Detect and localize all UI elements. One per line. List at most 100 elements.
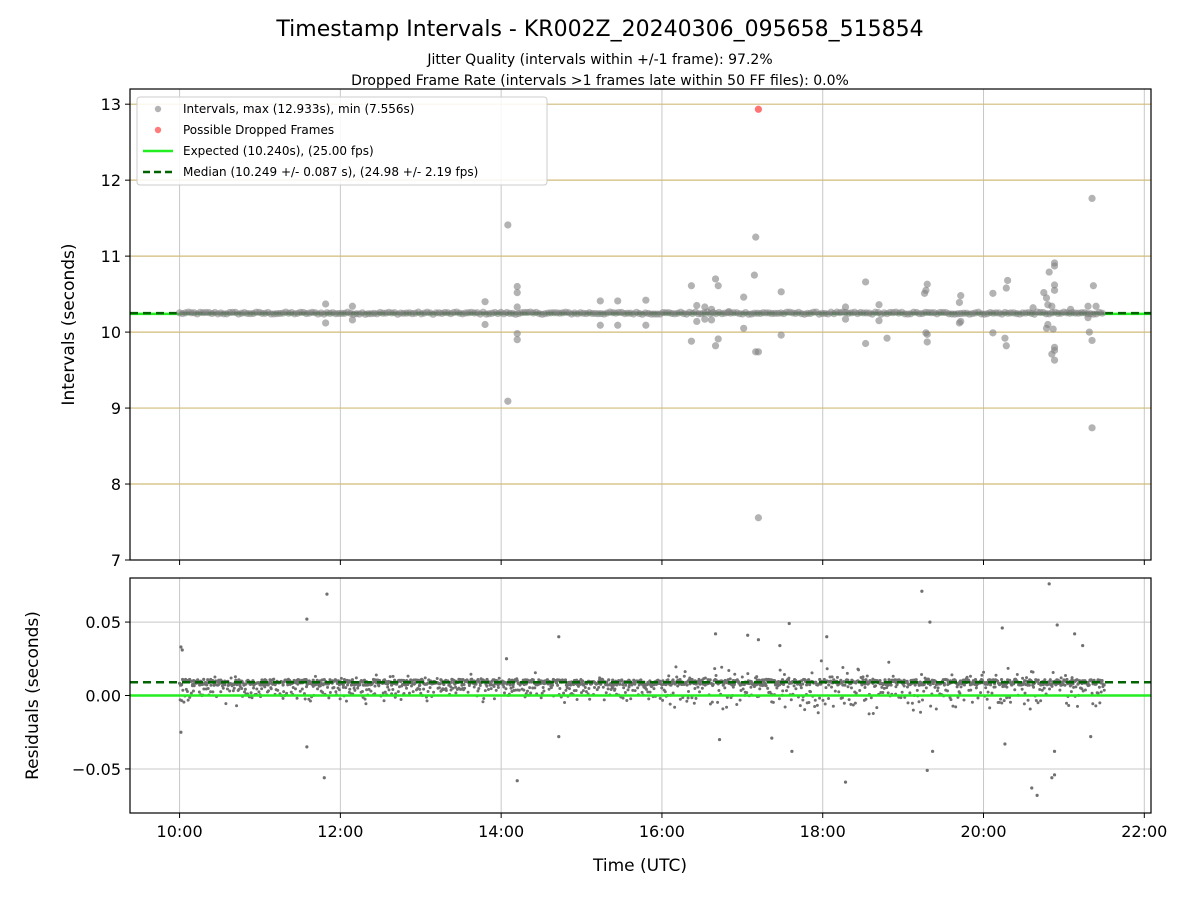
interval-outlier-point [504,221,512,229]
residual-point [426,689,430,693]
residual-point [1038,687,1042,691]
residual-point [216,680,220,684]
residual-point [671,691,675,695]
residual-point [369,689,373,693]
residual-point [311,684,315,688]
residuals-y-axis-label: Residuals (seconds) [23,611,43,780]
residual-point [529,691,533,695]
interval-outlier-point [714,335,722,343]
residual-point [488,683,492,687]
interval-outlier-point [701,303,709,311]
interval-outlier-point [1004,276,1012,285]
residual-point [232,686,236,690]
residual-outlier-point [305,745,309,749]
residual-point [936,686,940,690]
residual-point [286,683,290,687]
residual-outlier-point [770,736,774,740]
residual-point [1002,699,1006,703]
residual-point [861,678,865,682]
residual-point [588,697,592,701]
residuals-panel: −0.05 0.00 0.05 10:00 12:00 14:00 16:00 18:00 2… [23,577,1167,876]
interval-outlier-point [1042,294,1051,302]
residual-point [1089,679,1093,683]
residual-point [540,691,544,695]
legend-marker-intervals [154,105,162,113]
residual-point [396,690,400,694]
residual-point [344,686,348,690]
residual-point [755,675,759,679]
residual-point [727,669,731,673]
residual-point [949,698,953,702]
residual-point [202,677,206,681]
residual-point [620,678,624,682]
residual-point [766,686,770,690]
residual-point [847,698,851,702]
residual-point [1019,683,1023,687]
interval-outlier-point [1029,304,1037,312]
residual-point [226,683,230,687]
residual-point [878,682,882,686]
residual-point [212,683,216,687]
residual-point [698,690,702,694]
residual-point [905,685,909,689]
residual-point [864,697,868,701]
intervals-y-tick-label: 12 [101,171,121,190]
legend: Intervals, max (12.933s), min (7.556s) P… [136,96,548,186]
residual-point [908,691,912,695]
interval-outlier-point [955,298,963,307]
residual-outlier-point [1047,582,1051,586]
interval-outlier-point [1002,342,1010,350]
residual-point [683,670,687,674]
residual-point [751,682,755,686]
residual-point [477,687,481,691]
chart-title: Timestamp Intervals - KR002Z_20240306_09… [275,17,923,42]
residual-point [496,685,500,689]
residual-point [979,691,983,695]
residual-outlier-point [1052,773,1057,777]
residual-point [511,685,515,689]
residual-point [1075,678,1079,682]
residual-point [321,683,325,687]
residual-point [248,682,252,686]
residual-point [865,674,869,678]
interval-outlier-point [1088,424,1096,432]
residual-point [1039,683,1043,687]
residual-point [269,687,273,691]
residual-point [926,677,930,681]
residual-point [1000,701,1004,705]
residual-point [502,685,506,689]
residual-point [1031,670,1035,674]
residual-point [698,682,702,686]
residual-point [565,683,570,687]
residual-point [889,683,893,687]
residual-point [899,696,903,700]
interval-outlier-point [1040,288,1048,297]
residual-point [515,677,519,681]
residual-point [716,700,720,704]
residual-point [367,687,371,691]
residual-point [915,688,919,692]
interval-outlier-point [1084,302,1092,310]
residual-point [900,690,904,694]
residual-point [613,687,617,691]
residual-point [825,667,829,671]
residual-point [465,680,469,684]
residual-point [611,678,615,682]
residual-point [306,681,310,685]
residual-point [240,686,244,690]
residual-point [722,681,726,685]
residual-point [533,671,537,675]
interval-outlier-point [707,305,716,313]
intervals-y-tick-label: 8 [111,475,121,494]
residual-point [827,683,831,687]
residual-point [711,684,715,688]
residual-point [633,689,637,693]
residual-point [602,698,606,702]
residual-point [476,689,480,693]
interval-outlier-point [481,320,489,329]
residual-point [1068,684,1072,688]
residual-point [622,686,626,690]
residual-point [955,685,959,689]
residual-point [892,680,896,684]
residual-point [678,678,682,682]
